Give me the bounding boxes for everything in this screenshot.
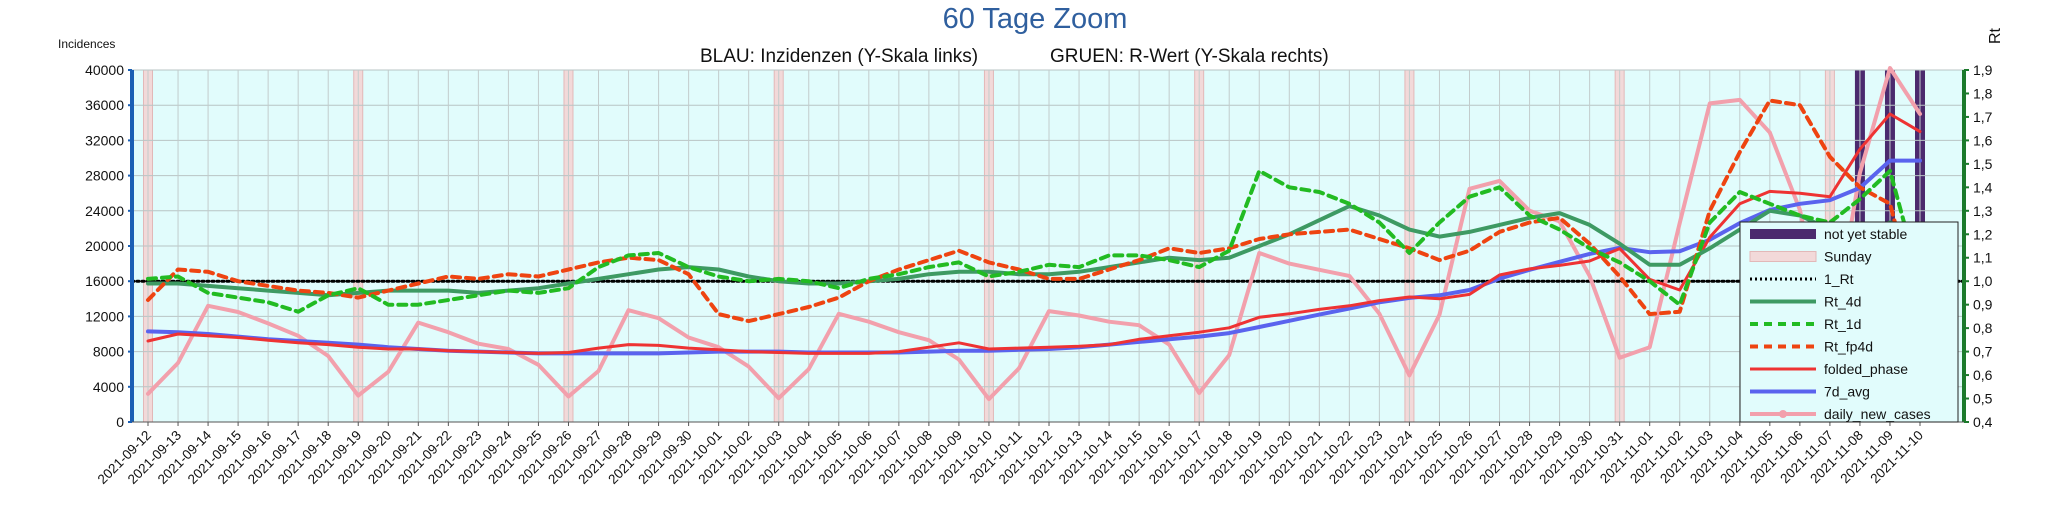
y-tick-right-label: 1,2	[1973, 226, 1993, 242]
y-tick-right-label: 1,7	[1973, 109, 1993, 125]
series-folded-phase	[146, 112, 1922, 355]
y-tick-right-label: 0,4	[1973, 414, 1993, 430]
legend-swatch-sunday	[1749, 251, 1817, 262]
series-Rt-fp4d	[146, 98, 1922, 324]
legend-label: 1_Rt	[1824, 271, 1854, 287]
legend-label: Rt_4d	[1824, 294, 1861, 310]
y-tick-right-label: 1,9	[1973, 62, 1993, 78]
chart-subtitle-right: GRUEN: R-Wert (Y-Skala rechts)	[1050, 46, 1329, 67]
y-tick-right-label: 1,1	[1973, 250, 1993, 266]
y-tick-left-label: 40000	[85, 62, 124, 78]
y-axis-left-label: Incidences	[58, 37, 115, 51]
chart-title: 60 Tage Zoom	[943, 3, 1128, 35]
series-daily-new-cases	[146, 66, 1922, 402]
chart-subtitle-left: BLAU: Inzidenzen (Y-Skala links)	[700, 46, 978, 67]
y-tick-left-label: 12000	[85, 308, 124, 324]
y-tick-right-label: 1,4	[1973, 179, 1993, 195]
y-tick-left-label: 16000	[85, 273, 124, 289]
y-tick-left-label: 28000	[85, 168, 124, 184]
y-tick-left-label: 36000	[85, 97, 124, 113]
legend-label: 7d_avg	[1824, 384, 1870, 400]
legend-label: Sunday	[1824, 249, 1871, 265]
legend-swatch-not-yet-stable	[1750, 229, 1816, 239]
legend-marker	[1779, 410, 1787, 418]
legend-label: Rt_1d	[1824, 316, 1861, 332]
y-tick-right-label: 0,5	[1973, 391, 1993, 407]
y-tick-left-label: 8000	[93, 344, 124, 360]
y-tick-right-label: 0,7	[1973, 344, 1993, 360]
legend-label: daily_new_cases	[1824, 406, 1931, 422]
y-tick-left-label: 24000	[85, 203, 124, 219]
y-tick-right-label: 1,3	[1973, 203, 1993, 219]
series-Rt-1d	[146, 168, 1922, 314]
y-tick-right-label: 0,9	[1973, 297, 1993, 313]
y-tick-left-label: 0	[116, 414, 124, 430]
y-tick-right-label: 0,8	[1973, 320, 1993, 336]
y-tick-left-label: 32000	[85, 132, 124, 148]
y-tick-right-label: 1,0	[1973, 273, 1993, 289]
y-tick-right-label: 1,8	[1973, 85, 1993, 101]
legend-label: Rt_fp4d	[1824, 339, 1873, 355]
y-tick-left-label: 4000	[93, 379, 124, 395]
y-tick-right-label: 1,5	[1973, 156, 1993, 172]
y-tick-left-label: 20000	[85, 238, 124, 254]
legend-label: not yet stable	[1824, 226, 1907, 242]
y-tick-right-label: 0,6	[1973, 367, 1993, 383]
y-tick-right-label: 1,6	[1973, 132, 1993, 148]
legend-label: folded_phase	[1824, 361, 1908, 377]
y-axis-right-label: Rt	[1987, 27, 2004, 44]
